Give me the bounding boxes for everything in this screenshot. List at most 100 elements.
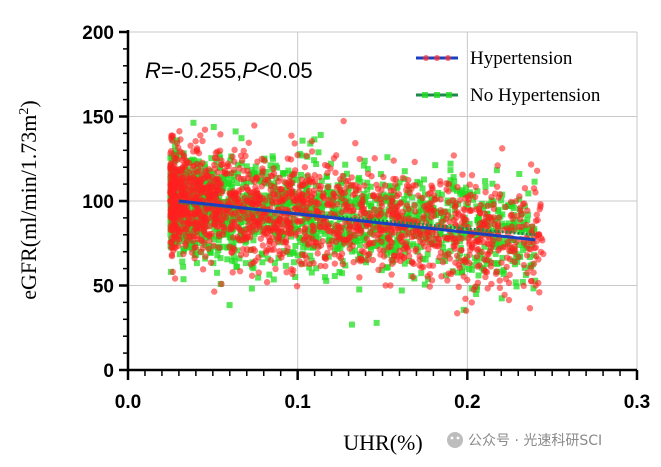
- data-point-circle: [187, 142, 194, 149]
- data-point-square: [233, 263, 240, 270]
- data-point-circle: [333, 233, 340, 241]
- data-point-circle: [199, 197, 206, 204]
- data-point-square: [317, 131, 324, 138]
- data-point-circle: [420, 263, 427, 271]
- data-point-square: [306, 264, 313, 271]
- data-point-circle: [388, 271, 395, 278]
- data-point-circle: [291, 167, 299, 174]
- data-point-circle: [446, 255, 454, 262]
- data-point-circle: [178, 167, 185, 175]
- data-point-circle: [468, 299, 475, 306]
- data-point-circle: [334, 200, 341, 208]
- data-point-circle: [250, 200, 257, 207]
- data-point-circle: [346, 223, 354, 230]
- data-point-square: [339, 178, 346, 185]
- data-point-circle: [177, 136, 184, 143]
- data-point-circle: [496, 284, 504, 292]
- data-point-square: [505, 220, 512, 227]
- data-point-square: [325, 253, 332, 260]
- data-point-circle: [283, 268, 290, 276]
- data-point-circle: [482, 188, 489, 196]
- data-point-circle: [341, 189, 349, 197]
- data-point-circle: [277, 213, 284, 220]
- data-point-square: [359, 222, 366, 229]
- data-point-circle: [320, 193, 327, 200]
- data-point-square: [252, 163, 259, 170]
- data-point-circle: [460, 273, 467, 280]
- data-point-square: [473, 257, 480, 264]
- data-point-square: [417, 244, 424, 251]
- x-tick-label: 0.2: [454, 392, 480, 413]
- data-point-circle: [197, 178, 205, 185]
- data-point-circle: [482, 273, 489, 281]
- x-tick-label: 0.1: [284, 392, 311, 413]
- data-point-circle: [454, 183, 461, 191]
- data-point-circle: [255, 269, 262, 276]
- data-point-circle: [171, 275, 179, 282]
- data-point-circle: [437, 196, 444, 203]
- data-point-square: [259, 251, 266, 258]
- data-point-circle: [203, 217, 210, 224]
- data-point-square: [345, 212, 352, 219]
- data-point-square: [364, 186, 371, 193]
- data-point-square: [214, 252, 221, 259]
- data-point-circle: [252, 193, 259, 201]
- data-point-circle: [487, 263, 495, 270]
- data-point-circle: [405, 183, 412, 190]
- data-point-square: [451, 207, 458, 214]
- data-point-circle: [315, 182, 322, 190]
- data-point-square: [285, 197, 292, 204]
- data-point-square: [195, 158, 202, 165]
- data-point-circle: [426, 283, 434, 290]
- data-point-square: [267, 162, 274, 169]
- data-point-circle: [330, 190, 337, 197]
- data-point-circle: [361, 182, 368, 189]
- data-point-square: [360, 162, 367, 169]
- data-point-circle: [229, 269, 236, 276]
- data-point-square: [234, 161, 241, 168]
- data-point-circle: [211, 288, 218, 295]
- data-point-circle: [201, 126, 209, 133]
- data-point-square: [201, 193, 208, 200]
- data-point-circle: [324, 223, 332, 230]
- data-point-circle: [189, 237, 197, 245]
- data-point-circle: [310, 226, 317, 233]
- data-point-circle: [379, 262, 386, 269]
- data-point-square: [226, 179, 233, 186]
- data-point-circle: [474, 279, 482, 287]
- data-point-circle: [432, 196, 439, 203]
- data-point-circle: [386, 233, 393, 240]
- data-point-square: [499, 254, 506, 261]
- data-point-circle: [168, 251, 176, 258]
- data-point-circle: [293, 282, 301, 290]
- data-point-circle: [381, 182, 389, 189]
- data-point-circle: [185, 168, 193, 176]
- data-point-circle: [325, 183, 332, 191]
- data-point-circle: [397, 252, 404, 259]
- data-point-square: [440, 244, 447, 251]
- data-point-square: [505, 202, 512, 209]
- data-point-square: [252, 169, 259, 176]
- data-point-square: [368, 203, 375, 210]
- data-point-circle: [416, 253, 423, 260]
- data-point-circle: [371, 206, 378, 213]
- data-point-circle: [536, 289, 543, 296]
- data-point-circle: [258, 183, 266, 190]
- data-point-circle: [429, 186, 436, 193]
- data-point-circle: [282, 195, 289, 202]
- data-point-circle: [421, 203, 428, 210]
- data-point-square: [531, 178, 538, 185]
- data-point-circle: [374, 185, 382, 193]
- wechat-icon: [447, 432, 463, 448]
- data-point-square: [370, 217, 377, 224]
- data-point-square: [232, 128, 239, 135]
- data-point-circle: [201, 239, 208, 247]
- data-point-circle: [352, 182, 359, 189]
- data-point-circle: [314, 250, 321, 257]
- data-point-circle: [303, 152, 310, 160]
- data-point-square: [172, 142, 179, 149]
- data-point-square: [228, 184, 235, 191]
- data-point-circle: [485, 214, 493, 221]
- data-point-square: [500, 267, 507, 274]
- data-point-circle: [461, 216, 468, 223]
